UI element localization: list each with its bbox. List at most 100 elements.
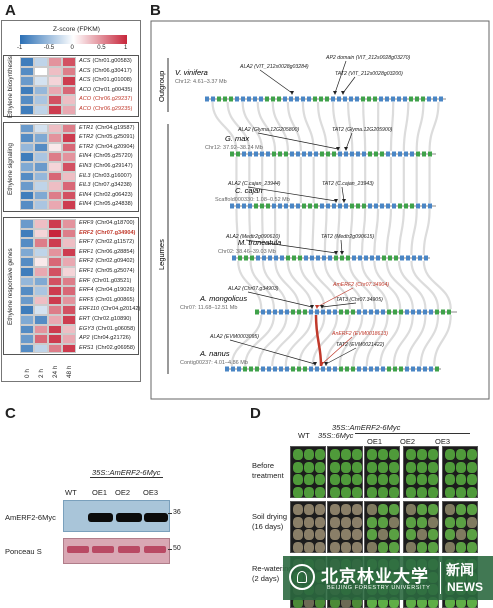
plant xyxy=(417,542,427,553)
gene-block xyxy=(304,256,308,261)
arrowhead xyxy=(341,91,345,95)
gene-block xyxy=(406,256,410,261)
gene-block xyxy=(421,97,425,102)
gene-block xyxy=(400,256,404,261)
plant xyxy=(367,449,377,460)
gene-block xyxy=(255,367,259,372)
gene-block xyxy=(332,204,336,209)
gene-block xyxy=(211,97,215,102)
gene-block xyxy=(427,97,431,102)
plant xyxy=(330,529,340,540)
gene-block xyxy=(369,367,373,372)
plant xyxy=(428,517,438,528)
plant xyxy=(417,517,427,528)
gene-block xyxy=(399,367,403,372)
plant xyxy=(330,474,340,485)
gene-block xyxy=(301,97,305,102)
gene-block xyxy=(380,204,384,209)
plant xyxy=(315,487,325,498)
blot-band-oe2 xyxy=(116,513,142,522)
gene-block xyxy=(368,152,372,157)
plant-tray-before xyxy=(290,446,326,498)
gene-block xyxy=(393,367,397,372)
plant xyxy=(341,504,351,515)
gene-block xyxy=(308,152,312,157)
synteny-gene-label: ALA2 (VIT_212s0028g03284) xyxy=(239,64,309,70)
plant xyxy=(428,504,438,515)
plant xyxy=(341,529,351,540)
gene-block xyxy=(370,256,374,261)
plant xyxy=(352,487,362,498)
plant xyxy=(367,517,377,528)
synteny-gene-arrow xyxy=(322,303,356,307)
plant xyxy=(445,449,455,460)
gene-block xyxy=(368,204,372,209)
gene-block xyxy=(295,97,299,102)
gene-block xyxy=(279,310,283,315)
gene-block xyxy=(254,204,258,209)
gene-block xyxy=(273,367,277,372)
gene-block xyxy=(410,152,414,157)
synteny-ribbon xyxy=(340,315,363,366)
gene-block xyxy=(313,97,317,102)
watermark-banner: 北京林业大学 BEIJING FORESTRY UNIVERSITY 新闻 NE… xyxy=(283,556,493,600)
plant xyxy=(445,462,455,473)
gene-block xyxy=(409,97,413,102)
gene-block xyxy=(398,152,402,157)
gene-block xyxy=(286,256,290,261)
gene-block xyxy=(351,310,355,315)
species-name: G. max xyxy=(225,134,249,143)
col-label-oe1: OE1 xyxy=(367,437,382,446)
gene-block xyxy=(397,97,401,102)
gene-block xyxy=(236,152,240,157)
synteny-ribbon xyxy=(353,315,375,366)
gene-block xyxy=(339,310,343,315)
plant xyxy=(428,462,438,473)
gene-block xyxy=(364,256,368,261)
plant xyxy=(467,474,477,485)
gene-block xyxy=(375,310,379,315)
outgroup-label: Outgroup xyxy=(157,71,166,102)
erf2-synteny-link xyxy=(316,315,321,366)
gene-block xyxy=(404,204,408,209)
synteny-gene-label: TAT2 (C.cajan_23943) xyxy=(322,181,374,187)
plant xyxy=(293,474,303,485)
gene-block xyxy=(405,367,409,372)
plant-tray-drying xyxy=(403,501,439,553)
gene-block xyxy=(284,152,288,157)
plant xyxy=(352,542,362,553)
plant xyxy=(367,504,377,515)
gene-block xyxy=(447,310,451,315)
gene-block xyxy=(404,152,408,157)
plant xyxy=(456,487,466,498)
marker-tick-36 xyxy=(168,513,172,514)
gene-block xyxy=(441,310,445,315)
phenotype-construct-underline xyxy=(355,433,470,434)
blot-row-label-ponceau: Ponceau S xyxy=(5,547,42,556)
gene-block xyxy=(338,204,342,209)
gene-block xyxy=(327,367,331,372)
gene-block xyxy=(331,97,335,102)
gene-block xyxy=(241,97,245,102)
gene-block xyxy=(358,256,362,261)
plant xyxy=(293,542,303,553)
synteny-gene-label: ALA2 (Chr07.g34903) xyxy=(227,286,279,292)
gene-block xyxy=(326,152,330,157)
gene-block xyxy=(291,367,295,372)
plant xyxy=(428,487,438,498)
gene-block xyxy=(272,204,276,209)
plant xyxy=(352,504,362,515)
gene-block xyxy=(309,367,313,372)
plant xyxy=(352,462,362,473)
gene-block xyxy=(337,97,341,102)
gene-block xyxy=(289,97,293,102)
gene-block xyxy=(333,367,337,372)
gene-block xyxy=(320,204,324,209)
plant xyxy=(341,487,351,498)
gene-block xyxy=(285,310,289,315)
plant xyxy=(304,504,314,515)
plant xyxy=(389,462,399,473)
plant xyxy=(456,474,466,485)
